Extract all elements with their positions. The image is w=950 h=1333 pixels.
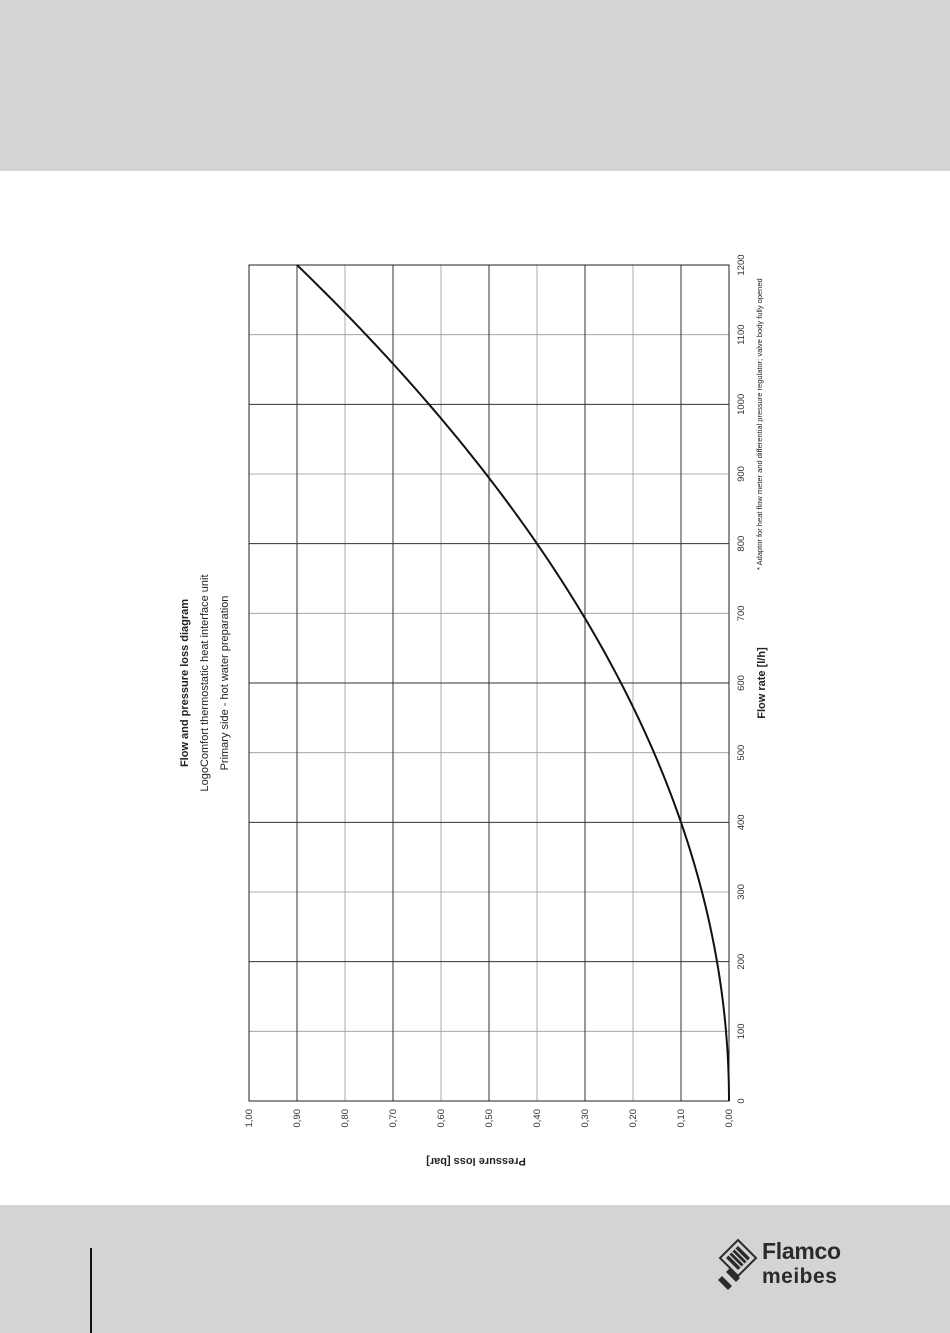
y-tick-label: 0,70 xyxy=(388,1109,399,1128)
footer-band xyxy=(0,1205,950,1333)
x-tick-label: 1100 xyxy=(736,324,747,344)
plot-frame xyxy=(248,264,730,1102)
y-tick-label: 0,90 xyxy=(292,1109,303,1128)
x-tick-label: 300 xyxy=(736,884,747,900)
x-tick-label: 700 xyxy=(736,605,747,621)
y-tick-labels: 0,00 0,10 0,20 0,30 0,40 0,50 0,60 0,70 0,80 0,90… xyxy=(244,1109,735,1128)
x-tick-label: 800 xyxy=(736,536,747,552)
x-tick-label: 100 xyxy=(736,1023,747,1039)
x-tick-label: 400 xyxy=(736,814,747,830)
logo-mark-icon xyxy=(718,1238,758,1290)
x-tick-labels: 0 100 200 300 400 500 600 700 800 900 1000 1100 1200 xyxy=(736,254,747,1103)
footnote: * Adaptor for heat flow meter and differ… xyxy=(755,278,764,570)
x-tick-label: 200 xyxy=(736,954,747,970)
x-tick-label: 900 xyxy=(736,466,747,482)
header-band xyxy=(0,0,950,171)
x-tick-label: 1200 xyxy=(736,254,747,275)
grid-major xyxy=(248,264,730,1102)
y-tick-label: 0,10 xyxy=(676,1109,687,1128)
chart-subtitle-2: Primary side - hot water preparation xyxy=(219,596,231,771)
x-tick-label: 1000 xyxy=(736,394,747,415)
chart-subtitle-1: LogoComfort thermostatic heat interface … xyxy=(199,574,211,791)
y-tick-label: 0,40 xyxy=(532,1109,543,1128)
x-axis-title: Flow rate [l/h] xyxy=(756,647,768,719)
y-tick-label: 0,20 xyxy=(628,1109,639,1128)
series-line xyxy=(296,264,730,1102)
footer-divider xyxy=(90,1248,92,1333)
logo-text-flamco: Flamco xyxy=(762,1238,841,1264)
y-tick-label: 0,00 xyxy=(724,1109,735,1128)
y-tick-label: 0,80 xyxy=(340,1109,351,1128)
y-tick-label: 1,00 xyxy=(244,1109,255,1128)
y-tick-label: 0,60 xyxy=(436,1109,447,1128)
x-tick-label: 500 xyxy=(736,745,747,761)
chart-title: Flow and pressure loss diagram xyxy=(179,599,191,767)
flamco-meibes-logo: Flamco meibes xyxy=(718,1238,868,1290)
logo-text-meibes: meibes xyxy=(762,1265,838,1288)
x-tick-label: 0 xyxy=(736,1098,747,1103)
y-axis-title: Pressure loss [bar] xyxy=(426,1155,526,1167)
y-tick-label: 0,50 xyxy=(484,1109,495,1128)
x-tick-label: 600 xyxy=(736,675,747,691)
y-tick-label: 0,30 xyxy=(580,1109,591,1128)
